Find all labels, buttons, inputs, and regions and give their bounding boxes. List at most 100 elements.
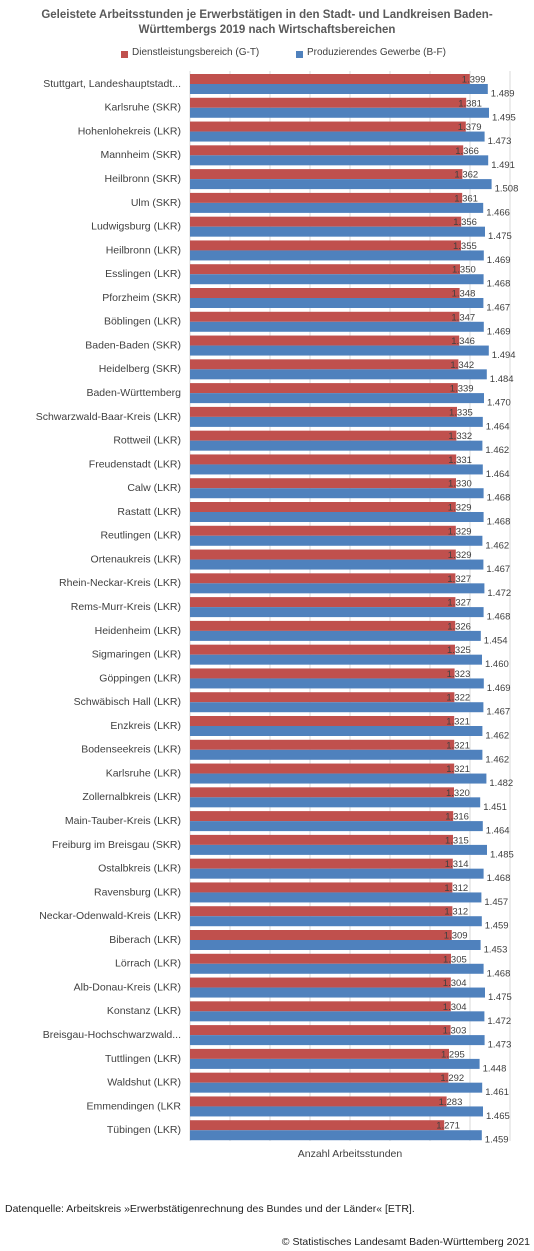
data-label-production: 1.473 <box>488 136 512 147</box>
bar-services <box>190 430 457 441</box>
legend-swatch-production <box>296 51 303 58</box>
category-label: Karlsruhe (LKR) <box>106 767 181 779</box>
bar-services <box>190 288 460 298</box>
category-label: Rottweil (LKR) <box>113 435 181 447</box>
bar-services <box>190 573 456 584</box>
data-label-services: 1.314 <box>445 859 469 870</box>
data-label-services: 1.331 <box>448 455 472 466</box>
data-label-production: 1.457 <box>484 897 508 908</box>
category-label: Breisgau-Hochschwarzwald... <box>43 1029 181 1041</box>
bar-production <box>190 630 481 641</box>
bar-services <box>190 977 451 988</box>
bar-services <box>190 478 456 489</box>
data-label-services: 1.309 <box>444 931 468 942</box>
bar-services <box>190 644 455 655</box>
data-label-services: 1.329 <box>448 550 472 561</box>
data-label-services: 1.312 <box>444 883 468 894</box>
data-label-production: 1.489 <box>491 89 515 100</box>
data-label-services: 1.379 <box>458 122 482 133</box>
data-label-services: 1.292 <box>440 1073 464 1084</box>
bar-production <box>190 393 484 404</box>
data-label-production: 1.461 <box>485 1087 509 1098</box>
bar-services <box>190 620 456 631</box>
bar-services <box>190 1072 449 1083</box>
bar-production <box>190 416 483 427</box>
category-label: Pforzheim (SKR) <box>102 292 181 304</box>
data-label-services: 1.329 <box>448 503 472 514</box>
bar-services <box>190 502 456 512</box>
data-label-production: 1.468 <box>487 517 511 528</box>
x-axis-title: Anzahl Arbeitsstunden <box>298 1148 403 1160</box>
bar-services <box>190 1120 445 1131</box>
category-label: Waldshut (LKR) <box>107 1077 181 1089</box>
category-label: Heidenheim (LKR) <box>95 625 181 637</box>
legend-label-services: Dienstleistungsbereich (G-T) <box>132 47 260 58</box>
bar-services <box>190 763 455 774</box>
bar-services <box>190 858 453 869</box>
category-label: Rastatt (LKR) <box>117 506 181 518</box>
data-label-production: 1.464 <box>486 421 510 432</box>
category-label: Schwäbisch Hall (LKR) <box>74 696 181 708</box>
bar-production <box>190 1011 485 1022</box>
data-label-services: 1.305 <box>443 954 467 965</box>
data-label-services: 1.295 <box>441 1049 465 1060</box>
bar-services <box>190 1096 447 1107</box>
data-label-production: 1.459 <box>485 1135 509 1146</box>
bar-services <box>190 692 455 703</box>
bar-production <box>190 749 483 760</box>
bar-services <box>190 1048 449 1059</box>
bar-services <box>190 311 460 322</box>
bar-production <box>190 1082 483 1093</box>
bar-services <box>190 169 463 180</box>
bar-services <box>190 834 453 845</box>
bar-production <box>190 84 488 94</box>
data-label-services: 1.362 <box>454 170 478 181</box>
data-label-services: 1.323 <box>447 669 471 680</box>
bar-services <box>190 335 460 346</box>
bar-production <box>190 607 484 618</box>
data-label-services: 1.366 <box>455 146 479 157</box>
category-label: Baden-Württemberg <box>86 387 181 399</box>
bar-production <box>190 821 483 832</box>
category-label: Lörrach (LKR) <box>115 958 181 970</box>
data-label-services: 1.327 <box>447 598 471 609</box>
bar-production <box>190 987 485 998</box>
bar-production <box>190 226 485 237</box>
legend-swatch-services <box>121 51 128 58</box>
bar-services <box>190 74 470 84</box>
bar-production <box>190 107 489 118</box>
data-label-production: 1.473 <box>488 1040 512 1051</box>
data-label-production: 1.459 <box>485 921 509 932</box>
data-label-services: 1.320 <box>446 788 470 799</box>
data-label-services: 1.399 <box>462 75 486 86</box>
data-label-production: 1.462 <box>485 754 509 765</box>
data-label-services: 1.321 <box>446 717 470 728</box>
data-label-production: 1.464 <box>486 469 510 480</box>
data-label-production: 1.475 <box>488 231 512 242</box>
category-label: Neckar-Odenwald-Kreis (LKR) <box>39 910 181 922</box>
category-label: Ostalbkreis (LKR) <box>98 863 181 875</box>
legend-label-production: Produzierendes Gewerbe (B-F) <box>307 47 446 58</box>
category-label: Heidelberg (SKR) <box>99 363 181 375</box>
data-label-services: 1.316 <box>445 812 469 823</box>
data-label-production: 1.468 <box>487 873 511 884</box>
data-label-services: 1.321 <box>446 740 470 751</box>
bar-services <box>190 454 457 465</box>
bar-services <box>190 97 467 108</box>
category-label: Reutlingen (LKR) <box>100 530 181 542</box>
category-label: Calw (LKR) <box>127 482 181 494</box>
bar-services <box>190 716 455 726</box>
bar-services <box>190 121 466 132</box>
data-label-production: 1.469 <box>487 326 511 337</box>
bar-production <box>190 726 483 736</box>
data-label-services: 1.271 <box>436 1121 460 1132</box>
data-label-services: 1.350 <box>452 265 476 276</box>
bar-production <box>190 298 484 308</box>
data-label-production: 1.470 <box>487 398 511 409</box>
source-note: Datenquelle: Arbeitskreis »Erwerbstätige… <box>5 1203 415 1215</box>
data-label-services: 1.326 <box>447 621 471 632</box>
data-label-production: 1.468 <box>487 279 511 290</box>
bar-services <box>190 906 453 917</box>
category-label: Karlsruhe (SKR) <box>105 102 181 114</box>
data-label-services: 1.381 <box>458 98 482 109</box>
